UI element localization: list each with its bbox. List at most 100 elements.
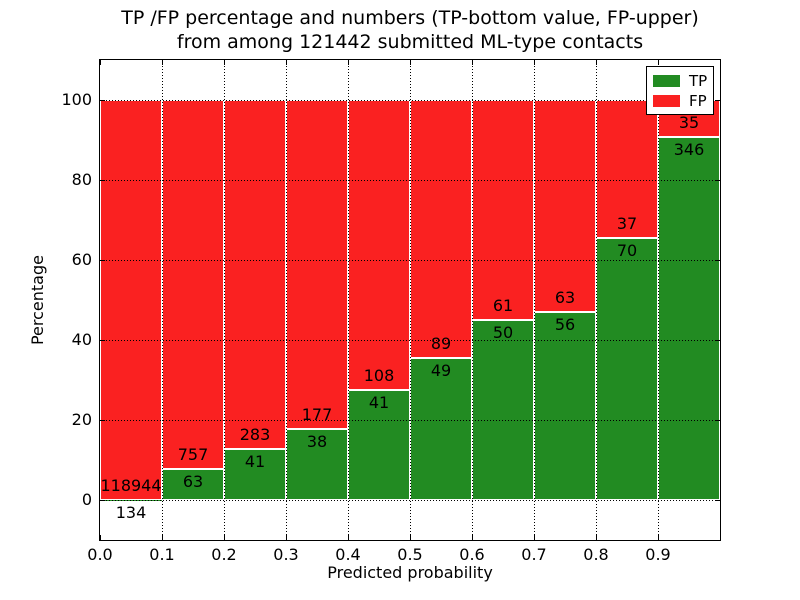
x-tick-mark-top [285,60,287,65]
fp-count-label: 63 [554,287,576,307]
x-tick-mark [161,535,163,540]
x-tick-mark-top [223,60,225,65]
x-tick-label: 0.7 [521,545,547,564]
x-tick-mark-top [657,60,659,65]
y-tick-mark-right [715,259,720,261]
tp-count-label: 41 [244,452,266,472]
x-tick-label: 0.8 [583,545,609,564]
x-tick-mark [99,535,101,540]
y-tick-mark [100,259,105,261]
vertical-gridline [161,60,163,540]
y-tick-label: 20 [71,410,92,429]
tp-bar-segment [286,429,348,500]
y-tick-mark-right [715,179,720,181]
y-tick-mark [100,179,105,181]
tp-count-label: 38 [306,432,328,452]
fp-count-label: 757 [177,445,209,465]
vertical-gridline [471,60,473,540]
y-tick-mark-right [715,499,720,501]
x-tick-mark [471,535,473,540]
y-tick-mark [100,99,105,101]
x-tick-mark [595,535,597,540]
x-tick-mark [285,535,287,540]
tp-count-label: 41 [368,392,390,412]
tp-count-label: 50 [492,322,514,342]
legend-label-tp: TP [689,72,708,90]
x-tick-mark [533,535,535,540]
tp-bar-segment [658,136,720,500]
legend-entry-fp: FP [653,91,713,111]
vertical-gridline [595,60,597,540]
x-tick-label: 0.3 [273,545,299,564]
vertical-gridline [347,60,349,540]
y-tick-label: 40 [71,330,92,349]
vertical-gridline [285,60,287,540]
vertical-gridline [223,60,225,540]
x-tick-label: 0.6 [459,545,485,564]
fp-count-label: 108 [363,365,395,385]
y-tick-mark [100,339,105,341]
vertical-gridline [533,60,535,540]
fp-bar-segment [472,100,534,320]
x-tick-mark-top [347,60,349,65]
tp-count-label: 134 [115,502,147,522]
fp-count-label: 61 [492,295,514,315]
tp-count-label: 346 [673,139,705,159]
x-tick-mark [223,535,225,540]
y-tick-mark-right [715,339,720,341]
tp-count-label: 63 [182,472,204,492]
x-tick-label: 0.0 [87,545,113,564]
fp-count-label: 37 [616,214,638,234]
vertical-gridline [657,60,659,540]
x-tick-label: 0.4 [335,545,361,564]
y-tick-mark-right [715,419,720,421]
chart-title-line1: TP /FP percentage and numbers (TP-bottom… [121,7,699,29]
tp-bar-segment [162,469,224,500]
tp-bar-segment [534,311,596,500]
y-tick-mark-right [715,99,720,101]
x-tick-mark-top [533,60,535,65]
fp-count-label: 35 [678,112,700,132]
fp-bar-segment [534,100,596,312]
legend-swatch-fp [653,95,680,107]
fp-count-label: 177 [301,405,333,425]
fp-bar-segment [224,100,286,450]
legend-swatch-tp [653,75,680,87]
fp-count-label: 118944 [100,475,162,495]
x-tick-mark-top [161,60,163,65]
x-tick-mark-top [595,60,597,65]
y-tick-label: 100 [61,90,92,109]
x-tick-mark [347,535,349,540]
y-tick-label: 80 [71,170,92,189]
fp-bar-segment [410,100,472,358]
legend: TP FP [646,66,714,115]
x-tick-mark [409,535,411,540]
tp-bar-segment [596,238,658,500]
chart-title-line2: from among 121442 submitted ML-type cont… [176,31,644,53]
tp-bar-segment [472,319,534,500]
tp-count-label: 56 [554,314,576,334]
tp-bar-segment [348,389,410,500]
legend-entry-tp: TP [653,71,713,91]
x-axis-label: Predicted probability [327,563,493,582]
fp-bar-segment [162,100,224,470]
tp-bar-segment [410,357,472,500]
x-tick-label: 0.5 [397,545,423,564]
x-tick-mark-top [471,60,473,65]
x-tick-label: 0.9 [645,545,671,564]
y-tick-label: 60 [71,250,92,269]
x-tick-label: 0.1 [149,545,175,564]
fp-bar-segment [100,100,162,500]
fp-count-label: 283 [239,425,271,445]
y-tick-label: 0 [81,490,92,509]
tp-count-label: 49 [430,360,452,380]
x-tick-mark-top [409,60,411,65]
x-tick-mark [657,535,659,540]
y-axis-label: Percentage [28,255,47,346]
legend-label-fp: FP [689,92,707,110]
tp-count-label: 70 [616,241,638,261]
x-tick-label: 0.2 [211,545,237,564]
x-tick-mark-top [99,60,101,65]
y-tick-mark [100,419,105,421]
